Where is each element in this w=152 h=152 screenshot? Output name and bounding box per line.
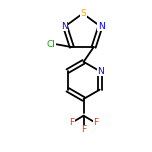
Text: S: S bbox=[81, 9, 86, 18]
Text: F: F bbox=[93, 118, 98, 127]
Text: F: F bbox=[69, 118, 74, 127]
Text: N: N bbox=[98, 22, 105, 31]
Text: F: F bbox=[81, 125, 86, 134]
Text: N: N bbox=[61, 22, 68, 31]
Text: N: N bbox=[97, 67, 104, 76]
Text: Cl: Cl bbox=[47, 40, 56, 48]
